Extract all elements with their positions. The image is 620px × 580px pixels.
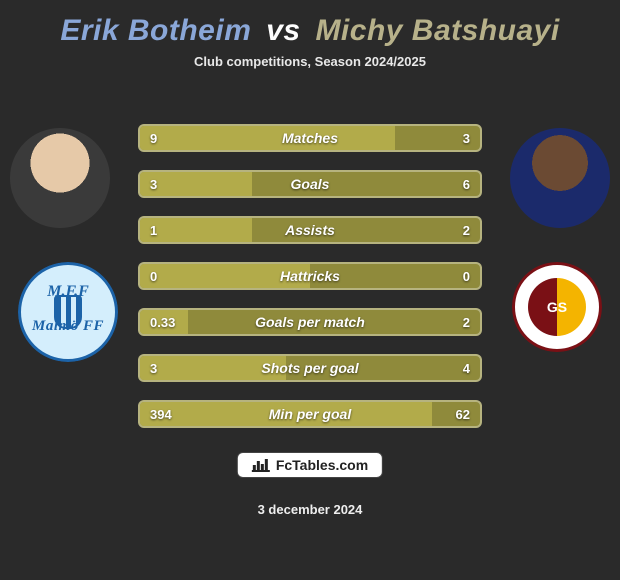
stat-label: Goals per match — [140, 310, 480, 334]
stat-row: 0Hattricks0 — [138, 262, 482, 290]
stat-value-right: 3 — [463, 126, 470, 150]
stat-label: Shots per goal — [140, 356, 480, 380]
club1-name: Malmö FF — [32, 318, 104, 335]
player1-avatar — [10, 128, 110, 228]
stat-label: Min per goal — [140, 402, 480, 426]
comparison-title: Erik Botheim vs Michy Batshuayi — [0, 0, 620, 48]
stat-label: Hattricks — [140, 264, 480, 288]
footer-date: 3 december 2024 — [0, 502, 620, 517]
stat-value-right: 6 — [463, 172, 470, 196]
stat-label: Goals — [140, 172, 480, 196]
stat-value-right: 2 — [463, 310, 470, 334]
player2-name: Michy Batshuayi — [315, 14, 559, 47]
player1-club-crest: M.F.F Malmö FF — [18, 262, 118, 362]
stat-row: 3Goals6 — [138, 170, 482, 198]
stat-label: Matches — [140, 126, 480, 150]
stats-bars: 9Matches33Goals61Assists20Hattricks00.33… — [138, 124, 482, 446]
stat-value-right: 62 — [456, 402, 470, 426]
stat-row: 9Matches3 — [138, 124, 482, 152]
player2-avatar — [510, 128, 610, 228]
vs-text: vs — [266, 14, 300, 47]
stat-value-right: 2 — [463, 218, 470, 242]
site-logo: FcTables.com — [237, 452, 383, 478]
stat-row: 3Shots per goal4 — [138, 354, 482, 382]
player2-club-crest: ★ ★ ★ ★ GS — [512, 262, 602, 352]
stat-value-right: 4 — [463, 356, 470, 380]
club2-stars-icon: ★ ★ ★ ★ — [515, 262, 599, 265]
stat-row: 1Assists2 — [138, 216, 482, 244]
stat-value-right: 0 — [463, 264, 470, 288]
stat-row: 0.33Goals per match2 — [138, 308, 482, 336]
site-name: FcTables.com — [276, 457, 368, 473]
stat-label: Assists — [140, 218, 480, 242]
stat-row: 394Min per goal62 — [138, 400, 482, 428]
bar-chart-icon — [252, 458, 270, 472]
subtitle: Club competitions, Season 2024/2025 — [0, 54, 620, 69]
club1-abbr: M.F.F — [47, 283, 89, 301]
club2-abbr: GS — [547, 299, 567, 315]
player1-name: Erik Botheim — [60, 14, 251, 47]
